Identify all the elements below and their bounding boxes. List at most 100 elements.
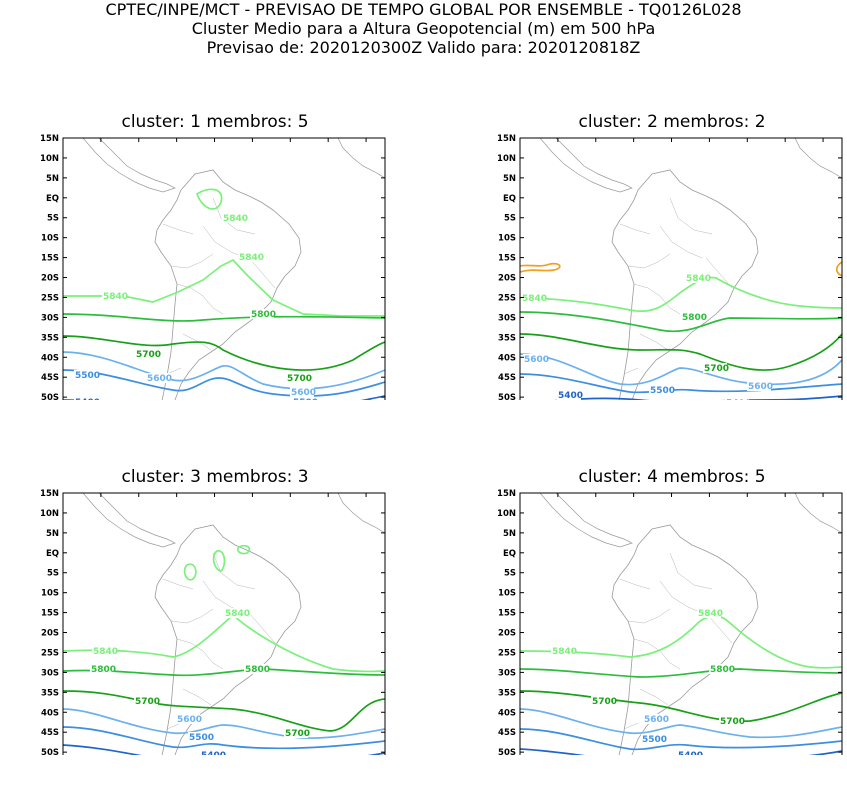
country-border (182, 688, 212, 706)
contour-label: 5600 (748, 382, 773, 392)
lat-tick-label: 5N (46, 529, 59, 539)
africa-coastline (337, 493, 385, 534)
country-border (248, 257, 276, 289)
country-border (176, 283, 224, 315)
contour-label: 5800 (251, 310, 276, 320)
contour-label-background (703, 363, 727, 373)
contour-label: 5840 (103, 292, 128, 302)
contour-label-background (200, 750, 224, 755)
lat-tick-label: 10S (41, 589, 59, 599)
lat-tick-label: 20S (41, 274, 59, 284)
country-border (627, 253, 671, 269)
contour-label: 5840 (698, 609, 723, 619)
header-line-2: Cluster Medio para a Altura Geopotencial… (191, 19, 656, 38)
lat-tick-label: EQ (46, 549, 59, 559)
contour-label-background (176, 714, 200, 724)
header-line-3: Previsao de: 2020120300Z Valido para: 20… (206, 38, 641, 57)
contour-line-5900 (520, 262, 561, 273)
contour-label-background (641, 734, 665, 744)
lat-tick-label: 40S (41, 353, 59, 363)
country-border (623, 367, 639, 375)
lat-tick-label: EQ (46, 194, 59, 204)
lat-tick-label: 10N (40, 509, 59, 519)
map-panel-cluster-2: cluster: 2 membros: 2 5840 5840 5800 5700 56… (457, 0, 847, 400)
country-border (633, 283, 681, 315)
contour-line-5400 (63, 744, 385, 755)
contour-line-5900 (835, 261, 842, 277)
contour-label-background (591, 696, 615, 706)
central-america-coastline (82, 493, 176, 548)
lat-tick-label: 5S (504, 214, 516, 224)
contour-label-background (697, 608, 721, 618)
map-frame (62, 492, 386, 755)
contour-label: 5840 (223, 214, 248, 224)
contour-label: 5700 (135, 697, 160, 707)
lat-tick-label: 15N (497, 134, 516, 144)
contour-label-background (135, 349, 159, 359)
contour-label: 5600 (644, 715, 669, 725)
contour-label-background (551, 646, 575, 656)
country-border (248, 612, 276, 644)
country-border (659, 580, 703, 614)
contour-line-5600 (520, 353, 842, 386)
contour-label: 5800 (245, 665, 270, 675)
lat-tick-label: 35S (498, 688, 516, 698)
contour-label-background (188, 732, 212, 742)
lat-tick-label: 45S (41, 728, 59, 738)
contour-label-background (224, 608, 248, 618)
contour-label-background (222, 213, 246, 223)
map-figure: 5840584058005800570057005600550054005300… (40, 489, 386, 755)
lat-tick-label: 5S (47, 569, 59, 579)
contour-label: 5500 (642, 735, 667, 745)
map-plot-area: 5840584058005700560056005500540054005300… (497, 134, 843, 400)
country-border (619, 223, 651, 235)
contour-label: 5840 (552, 647, 577, 657)
contour-label-background (244, 664, 268, 674)
map-layers: 5840584058005700570056005500540053005200 (520, 493, 842, 755)
map-panel-cluster-3: cluster: 3 membros: 3 5840 5840 5800 5800 57… (0, 355, 420, 755)
lat-tick-label: 25S (498, 648, 516, 658)
contour-label: 5600 (177, 715, 202, 725)
map-panel-cluster-1: cluster: 1 membros: 5 5840 5840 5840 5800 57… (0, 0, 420, 400)
contour-label: 5600 (291, 388, 316, 398)
contour-line-5700 (520, 690, 842, 722)
lat-tick-label: 25S (41, 648, 59, 658)
map-layers: 5840584058405800570057005600560055005500… (63, 138, 385, 400)
panel-title: cluster: 3 membros: 3 (121, 467, 309, 487)
contour-label: 5600 (147, 374, 172, 384)
contour-line-5800 (63, 668, 385, 677)
contour-line-5800 (520, 668, 842, 678)
contour-label-background (649, 385, 673, 395)
contour-label-background (284, 728, 308, 738)
contour-line-5840 (236, 544, 251, 555)
contour-label-background (134, 696, 158, 706)
lat-tick-label: 25S (41, 293, 59, 303)
map-panel-cluster-4: cluster: 4 membros: 5 5840 5840 5800 5700 57… (457, 355, 847, 755)
lat-tick-label: 10N (497, 154, 516, 164)
country-border (623, 722, 639, 730)
contour-label: 5800 (682, 313, 707, 323)
contour-label: 5500 (650, 386, 675, 396)
lat-tick-label: 30S (498, 668, 516, 678)
contour-label-background (146, 373, 170, 383)
lat-tick-label: 35S (41, 333, 59, 343)
contour-label-background (709, 664, 733, 674)
contour-label: 5500 (75, 371, 100, 381)
lat-tick-label: 15N (40, 134, 59, 144)
contour-label: 5400 (726, 399, 751, 400)
country-border (627, 608, 671, 624)
panel-title: cluster: 2 membros: 2 (578, 112, 766, 132)
lat-tick-label: 30S (41, 668, 59, 678)
contour-label: 5700 (285, 729, 310, 739)
lat-tick-label: 25S (498, 293, 516, 303)
contour-label-background (250, 309, 274, 319)
lat-tick-label: 5S (504, 569, 516, 579)
map-frame (62, 137, 386, 400)
lat-tick-label: 30S (41, 313, 59, 323)
contour-label: 5800 (91, 665, 116, 675)
country-border (705, 612, 733, 644)
contour-label: 5800 (710, 665, 735, 675)
lat-tick-label: 20S (41, 629, 59, 639)
contour-label-background (102, 291, 126, 301)
contour-label: 5400 (558, 391, 583, 400)
